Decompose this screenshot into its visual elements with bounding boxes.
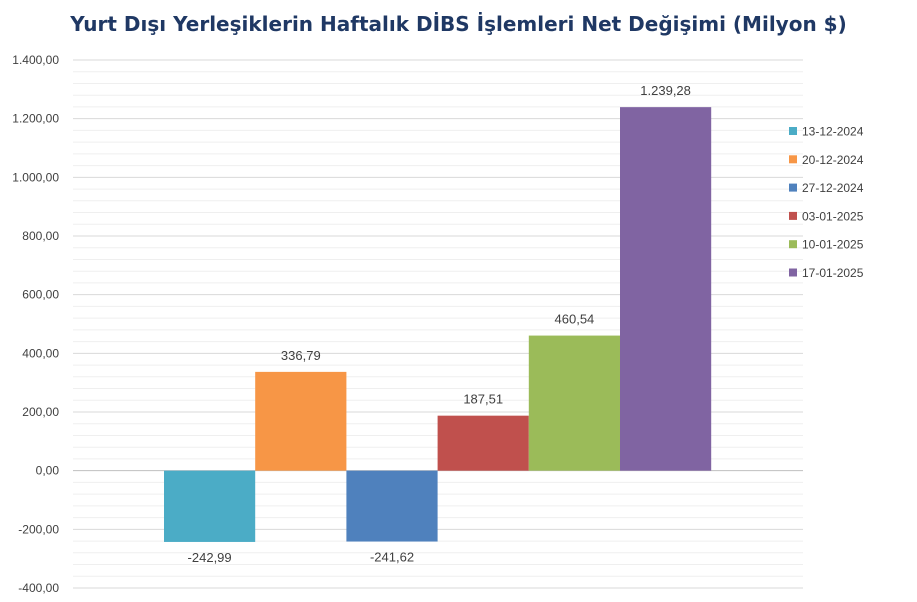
- data-label-13-12-2024: -242,99: [188, 550, 232, 565]
- legend-swatch-10-01-2025: [789, 240, 797, 249]
- data-label-17-01-2025: 1.239,28: [640, 83, 691, 98]
- chart-title: Yurt Dışı Yerleşiklerin Haftalık DİBS İş…: [70, 12, 847, 36]
- legend-label-27-12-2024: 27-12-2024: [802, 181, 864, 195]
- bar-20-12-2024: [255, 371, 347, 471]
- legend-label-13-12-2024: 13-12-2024: [802, 125, 864, 139]
- bar-13-12-2024: [164, 470, 256, 542]
- bar-10-01-2025: [528, 335, 620, 471]
- y-tick-label: 1.400,00: [12, 53, 59, 67]
- data-label-20-12-2024: 336,79: [281, 348, 321, 363]
- data-label-10-01-2025: 460,54: [555, 312, 595, 327]
- legend-swatch-27-12-2024: [789, 183, 797, 192]
- y-tick-label: 200,00: [22, 405, 59, 419]
- legend-swatch-17-01-2025: [789, 268, 797, 277]
- y-tick-label: 800,00: [22, 229, 59, 243]
- y-tick-label: 400,00: [22, 346, 59, 360]
- y-tick-label: -200,00: [18, 522, 59, 536]
- data-label-27-12-2024: -241,62: [370, 550, 414, 565]
- bar-03-01-2025: [437, 415, 529, 471]
- legend-label-10-01-2025: 10-01-2025: [802, 238, 864, 252]
- legend-swatch-20-12-2024: [789, 155, 797, 164]
- legend-label-17-01-2025: 17-01-2025: [802, 266, 864, 280]
- legend-swatch-03-01-2025: [789, 211, 797, 220]
- legend: 13-12-2024 20-12-2024 27-12-2024 03-01-2025…: [789, 125, 864, 280]
- y-tick-label: 1.200,00: [12, 112, 59, 126]
- y-axis: 1.400,00 1.200,00 1.000,00 800,00 600,00 400,…: [12, 53, 59, 595]
- y-tick-label: 1.000,00: [12, 170, 59, 184]
- data-labels: -242,99 336,79 -241,62 187,51 460,54 1.239,28: [188, 83, 691, 565]
- bars: [164, 107, 712, 542]
- y-tick-label: -400,00: [18, 581, 59, 595]
- data-label-03-01-2025: 187,51: [463, 392, 503, 407]
- legend-label-20-12-2024: 20-12-2024: [802, 153, 864, 167]
- y-tick-label: 600,00: [22, 288, 59, 302]
- legend-swatch-13-12-2024: [789, 127, 797, 135]
- y-tick-label: 0,00: [36, 464, 60, 478]
- bar-27-12-2024: [346, 470, 438, 542]
- legend-label-03-01-2025: 03-01-2025: [802, 209, 864, 223]
- bar-17-01-2025: [620, 107, 712, 471]
